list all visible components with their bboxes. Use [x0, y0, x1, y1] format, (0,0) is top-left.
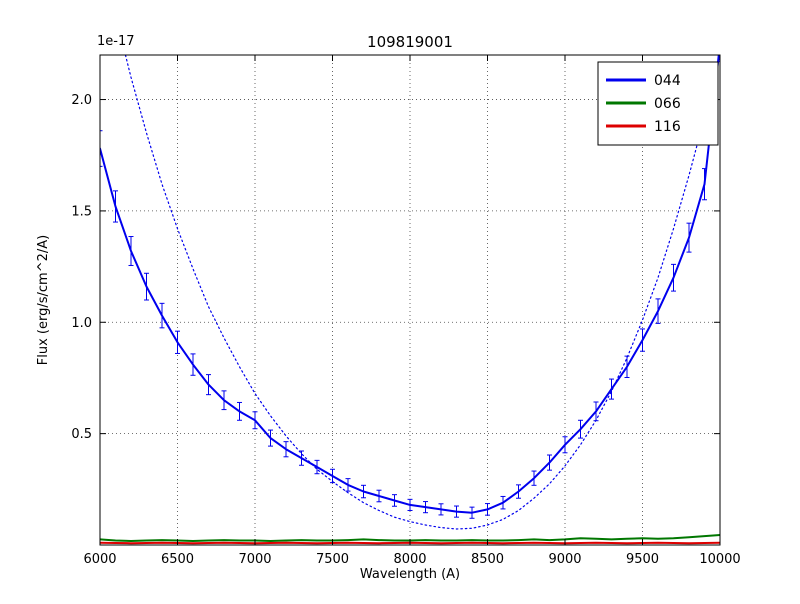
x-tick-label: 6500: [161, 552, 194, 567]
y-tick-label: 0.5: [71, 427, 92, 442]
x-tick-label: 7000: [238, 552, 271, 567]
legend-label: 116: [654, 119, 681, 135]
legend-label: 066: [654, 96, 681, 112]
x-tick-label: 6000: [83, 552, 116, 567]
legend-label: 044: [654, 73, 681, 89]
x-tick-label: 10000: [699, 552, 740, 567]
y-offset-label: 1e-17: [97, 34, 135, 49]
y-tick-label: 1.5: [71, 204, 92, 219]
x-tick-label: 9000: [548, 552, 581, 567]
x-tick-label: 8000: [393, 552, 426, 567]
y-tick-label: 2.0: [71, 93, 92, 108]
x-tick-label: 7500: [316, 552, 349, 567]
x-axis-label: Wavelength (A): [360, 567, 460, 582]
y-axis-label: Flux (erg/s/cm^2/A): [36, 235, 51, 365]
chart-title: 109819001: [367, 33, 453, 51]
y-tick-label: 1.0: [71, 316, 92, 331]
legend: 044 066 116: [598, 62, 718, 145]
x-tick-label: 8500: [471, 552, 504, 567]
x-tick-label: 9500: [626, 552, 659, 567]
